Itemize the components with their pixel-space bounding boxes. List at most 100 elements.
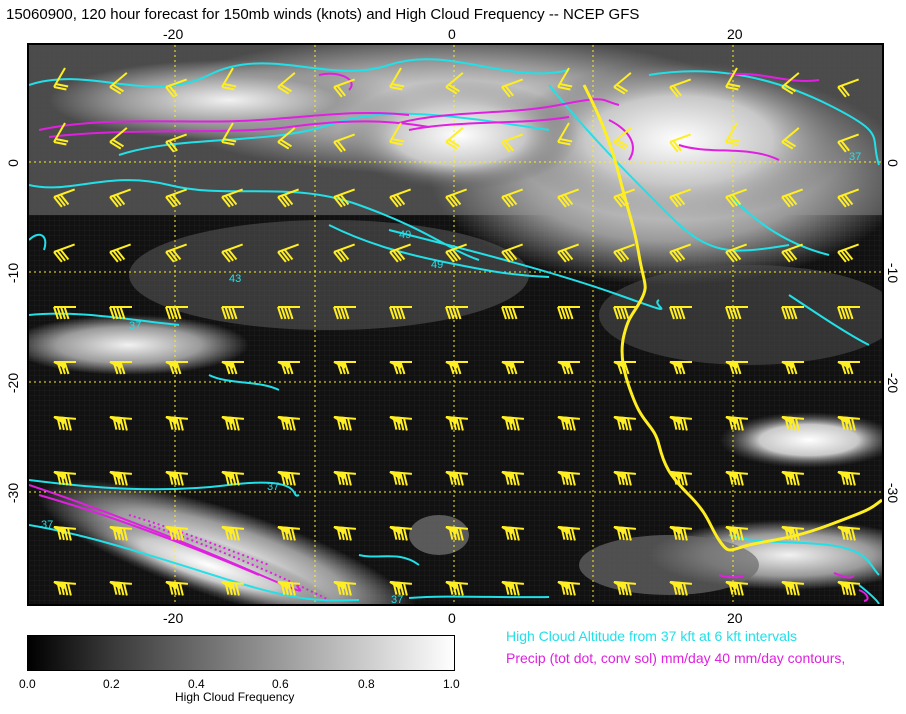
wind-barb	[557, 471, 581, 486]
wind-barb	[277, 471, 301, 486]
wind-barb	[781, 581, 805, 596]
wind-barb	[837, 306, 860, 320]
wind-barb	[501, 133, 524, 153]
wind-barb	[221, 67, 237, 91]
wind-barb	[389, 361, 412, 375]
wind-barb	[557, 188, 580, 208]
wind-barb	[781, 471, 805, 486]
wind-barb	[725, 526, 749, 541]
wind-barb	[501, 526, 525, 541]
wind-barb	[333, 306, 356, 320]
wind-barb	[837, 361, 860, 375]
wind-barb	[725, 188, 748, 208]
contour-labels: 49 49 43 37 37 37 37 37	[41, 151, 861, 604]
wind-barb	[277, 416, 301, 431]
precip-contours	[29, 72, 869, 602]
wind-barb	[389, 471, 413, 486]
wind-barb	[165, 526, 189, 541]
wind-barb	[445, 471, 469, 486]
lat-tick-right-20: -20	[885, 372, 901, 394]
wind-barb	[725, 243, 748, 263]
wind-barb	[837, 581, 861, 596]
wind-barb	[221, 243, 244, 263]
map-canvas: 49 49 43 37 37 37 37 37	[27, 43, 884, 606]
wind-barb	[221, 361, 244, 375]
wind-barb	[557, 306, 580, 320]
wind-barb	[333, 581, 357, 596]
wind-barb	[53, 416, 77, 431]
wind-barb	[557, 416, 581, 431]
wind-barb	[53, 361, 76, 375]
wind-barb	[781, 127, 800, 150]
colorbar-tick: 0.8	[358, 677, 375, 691]
wind-barb	[837, 78, 860, 98]
wind-barb	[109, 526, 133, 541]
lon-tick-bottom-center: 0	[448, 610, 456, 626]
wind-barb	[557, 67, 573, 91]
wind-barb	[333, 188, 356, 208]
wind-barb	[53, 67, 69, 91]
wind-barb	[277, 581, 301, 596]
colorbar-tick: 0.0	[19, 677, 36, 691]
wind-barb	[445, 243, 468, 263]
wind-barb	[389, 188, 412, 208]
wind-barb	[669, 471, 693, 486]
wind-barb	[613, 72, 632, 95]
wind-barb	[613, 306, 636, 320]
wind-barb	[837, 526, 861, 541]
wind-barb	[389, 416, 413, 431]
wind-barb	[221, 306, 244, 320]
colorbar-title: High Cloud Frequency	[175, 690, 295, 704]
contour-label: 49	[431, 259, 443, 271]
wind-barb	[501, 416, 525, 431]
wind-barb	[613, 526, 637, 541]
wind-barb	[669, 188, 692, 208]
lon-tick-bottom-west: -20	[163, 610, 184, 626]
wind-barb	[781, 243, 804, 263]
wind-barb	[165, 133, 188, 153]
wind-barb	[613, 188, 636, 208]
wind-barb	[501, 243, 524, 263]
wind-barb	[557, 361, 580, 375]
wind-barb	[781, 526, 805, 541]
wind-barb	[501, 78, 524, 98]
wind-barb	[221, 526, 245, 541]
wind-barb	[333, 471, 357, 486]
wind-barb	[109, 416, 133, 431]
wind-barb	[165, 471, 189, 486]
wind-barb	[669, 243, 692, 263]
wind-barb	[557, 122, 573, 146]
wind-barb	[389, 526, 413, 541]
wind-barb	[669, 526, 693, 541]
wind-barb	[165, 581, 189, 596]
wind-barb	[389, 581, 413, 596]
wind-barb	[333, 526, 357, 541]
wind-barb	[669, 581, 693, 596]
wind-barb	[781, 416, 805, 431]
wind-barb	[333, 133, 356, 153]
legend-precip: Precip (tot dot, conv sol) mm/day 40 mm/…	[506, 650, 846, 666]
wind-barb	[389, 122, 405, 146]
wind-barb	[837, 188, 860, 208]
wind-barb	[53, 581, 77, 596]
colorbar	[27, 635, 455, 671]
wind-barb	[53, 122, 69, 146]
wind-barb	[837, 471, 861, 486]
contour-label: 37	[129, 320, 141, 332]
wind-barb	[613, 471, 637, 486]
wind-barb	[53, 471, 77, 486]
lon-tick-bottom-east: 20	[727, 610, 743, 626]
wind-barb	[725, 306, 748, 320]
wind-barb	[221, 188, 244, 208]
wind-barb	[725, 361, 748, 375]
wind-barb	[781, 72, 800, 95]
wind-barb	[557, 243, 580, 263]
legend-cloud-altitude: High Cloud Altitude from 37 kft at 6 kft…	[506, 628, 798, 644]
wind-barb	[445, 188, 468, 208]
wind-barb	[613, 581, 637, 596]
wind-barb	[781, 188, 804, 208]
wind-barb	[165, 243, 188, 263]
graticule	[29, 45, 882, 604]
wind-barb	[725, 581, 749, 596]
coastline	[582, 84, 882, 552]
